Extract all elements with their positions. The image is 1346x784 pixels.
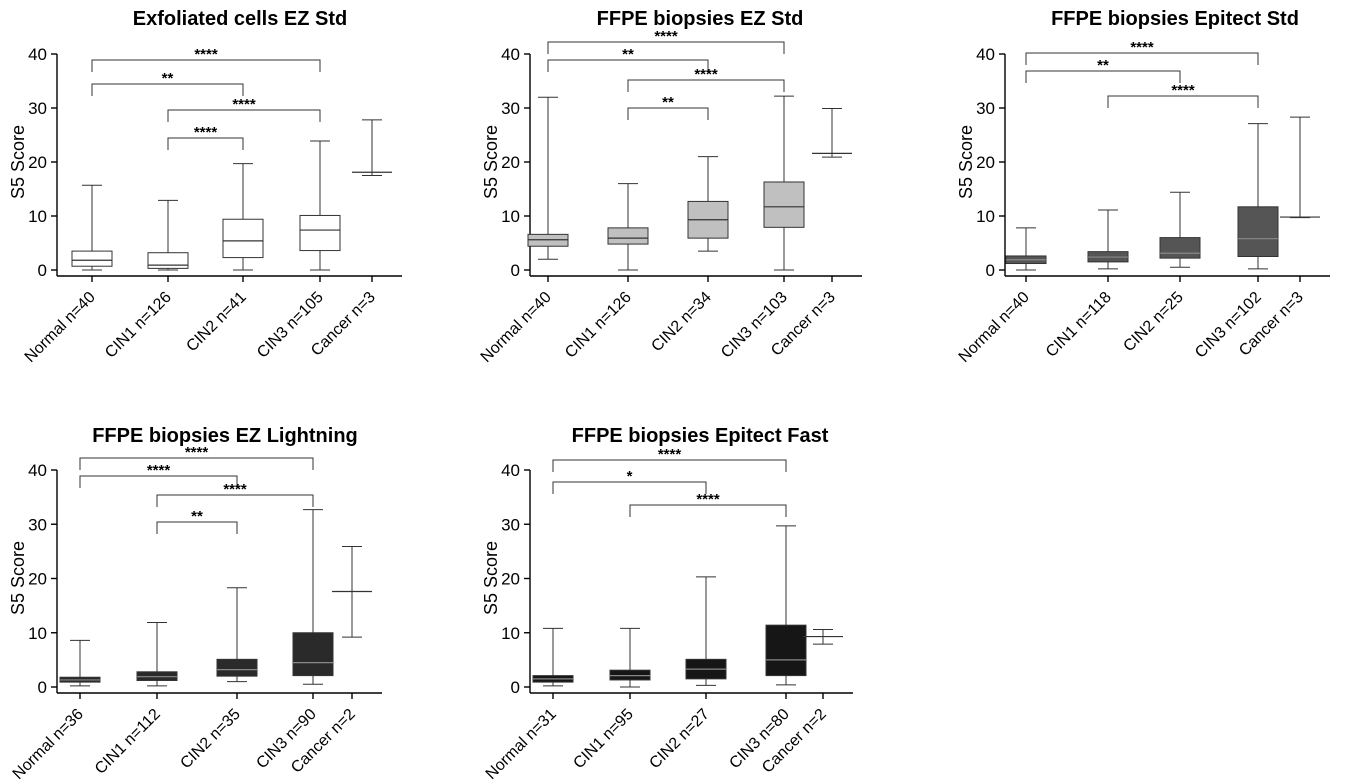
significance-label: **** [185,444,209,461]
category-label: CIN1 n=118 [1043,289,1115,361]
significance-label: ** [662,94,674,111]
box [71,250,113,267]
significance-bracket [552,481,707,494]
y-tick-label: 40 [28,45,47,64]
category-label: CIN1 n=126 [562,289,635,362]
significance-bracket [547,41,785,54]
category-label: CIN2 n=41 [183,289,249,355]
significance-bracket [79,475,238,488]
y-tick-label: 40 [28,461,47,480]
significance-label: ** [162,70,174,87]
category-label: Normal n=40 [478,289,555,366]
significance-bracket [91,83,244,96]
category-label: CIN1 n=112 [92,706,164,778]
significance-label: **** [232,96,256,113]
significance-label: **** [147,462,171,479]
significance-label: **** [223,481,247,498]
category-label: CIN2 n=34 [648,289,714,355]
significance-bracket [629,504,787,517]
y-tick-label: 0 [986,261,995,280]
y-tick-label: 10 [501,624,520,643]
y-axis-label: S5 Score [8,541,28,615]
significance-label: **** [1130,39,1154,56]
significance-bracket [627,107,709,120]
box [607,227,649,245]
y-tick-label: 30 [976,99,995,118]
chart-title: FFPE biopsies EZ Lightning [92,425,358,447]
category-label: CIN2 n=25 [1120,289,1186,355]
significance-label: **** [694,66,718,83]
significance-bracket [167,109,321,122]
chart-title: FFPE biopsies Epitect Fast [572,425,829,447]
box [216,658,258,677]
y-tick-label: 10 [976,207,995,226]
significance-label: **** [1171,82,1195,99]
significance-bracket [156,494,314,507]
significance-label: **** [194,124,218,141]
category-label: CIN1 n=95 [570,706,636,772]
box [1237,206,1279,258]
category-label: CIN2 n=35 [177,706,243,772]
y-tick-label: 20 [976,153,995,172]
significance-label: **** [194,46,218,63]
significance-label: ** [622,46,634,63]
significance-bracket [167,137,244,150]
y-tick-label: 30 [28,515,47,534]
category-label: Normal n=31 [483,706,560,783]
y-tick-label: 20 [28,153,47,172]
significance-bracket [627,79,785,92]
box [147,252,189,269]
significance-label: **** [654,28,678,45]
category-label: CIN2 n=27 [646,706,712,772]
y-axis-label: S5 Score [956,125,976,199]
category-label: CIN1 n=126 [102,289,175,362]
significance-label: ** [1097,57,1109,74]
box [1159,237,1201,259]
chart-title: Exfoliated cells EZ Std [133,8,348,30]
y-axis-label: S5 Score [481,541,501,615]
significance-bracket [547,59,709,72]
category-label: Normal n=40 [956,289,1033,366]
y-tick-label: 30 [501,99,520,118]
box [222,218,264,259]
category-label: Normal n=36 [10,706,87,783]
y-tick-label: 40 [501,45,520,64]
y-tick-label: 20 [501,570,520,589]
category-label: Normal n=40 [22,289,99,366]
y-tick-label: 20 [501,153,520,172]
significance-label: **** [658,446,682,463]
significance-bracket [1107,95,1259,108]
y-tick-label: 0 [38,261,47,280]
box [765,624,807,677]
y-axis-label: S5 Score [8,125,28,199]
y-tick-label: 10 [501,207,520,226]
significance-bracket [156,521,238,534]
y-tick-label: 40 [501,461,520,480]
y-tick-label: 30 [28,99,47,118]
y-axis-label: S5 Score [481,125,501,199]
y-tick-label: 0 [38,678,47,697]
significance-bracket [1025,70,1181,83]
box [763,181,805,228]
significance-label: **** [696,491,720,508]
y-tick-label: 30 [501,515,520,534]
significance-label: * [627,468,633,485]
box [292,632,334,677]
y-tick-label: 40 [976,45,995,64]
significance-label: ** [191,508,203,525]
significance-bracket [1025,52,1259,65]
y-tick-label: 10 [28,207,47,226]
box [299,214,341,252]
y-tick-label: 0 [511,261,520,280]
chart-title: FFPE biopsies EZ Std [597,8,804,30]
y-tick-label: 10 [28,624,47,643]
chart-title: FFPE biopsies Epitect Std [1051,8,1299,30]
y-tick-label: 20 [28,570,47,589]
significance-bracket [79,457,314,470]
significance-bracket [552,459,787,472]
y-tick-label: 0 [511,678,520,697]
significance-bracket [91,59,321,72]
